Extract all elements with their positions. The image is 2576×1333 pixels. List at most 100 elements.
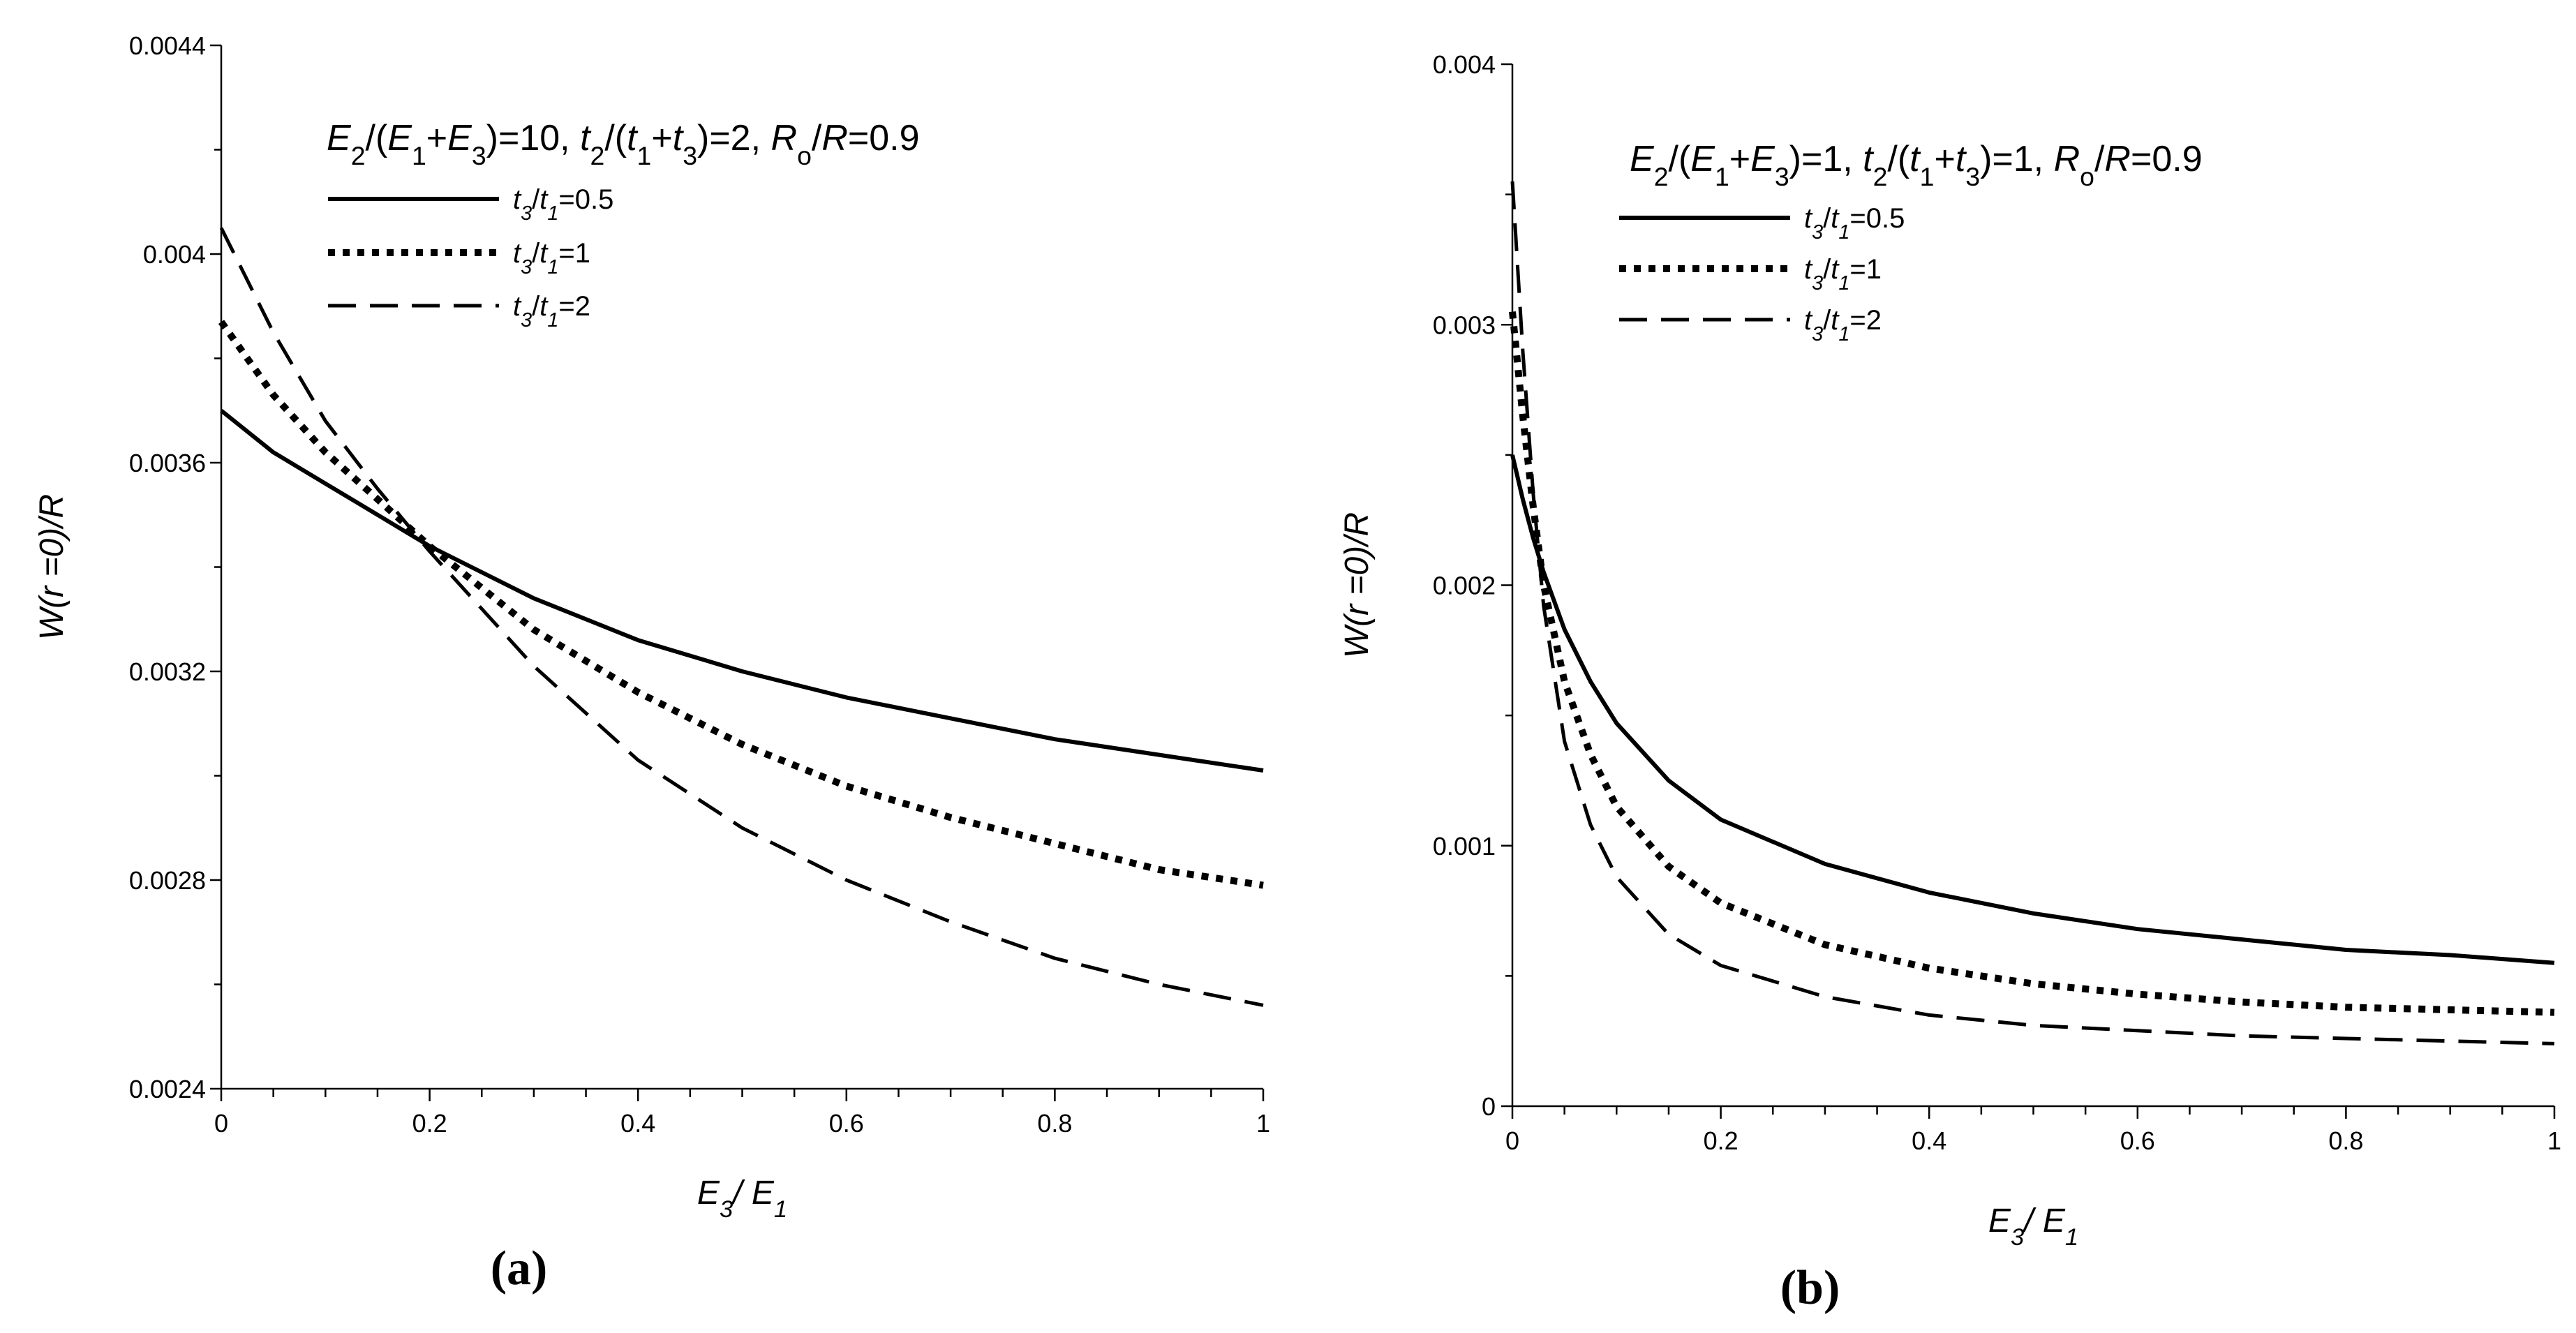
text-run: E [2043,1202,2066,1239]
series-line-dashed [219,227,1264,1007]
text-run: =0.9 [2131,139,2203,179]
subscript: 1 [1838,272,1849,295]
y-tick-label: 0.0024 [129,1075,206,1103]
text-run: t [513,184,522,215]
x-tick-label: 0 [1505,1126,1519,1155]
subscript: 3 [2011,1224,2024,1251]
subscript: 3 [1812,272,1823,295]
text-run: /( [366,118,388,158]
legend-label: t3/t1=2 [513,291,590,332]
text-run: /( [1887,139,1909,179]
panel-label: (b) [1780,1261,1840,1315]
y-axis-label: W(r =0)/R [33,494,70,640]
y-tick-label: 0 [1482,1092,1496,1121]
panel-label: (a) [491,1242,548,1295]
subscript: 1 [774,1196,787,1223]
series-line-dotted [1509,311,2555,1016]
text-run: E [697,1175,720,1212]
text-run: =2 [558,291,590,322]
text-run: t [539,184,549,215]
subscript: 1 [1838,323,1849,345]
text-run: E [1988,1202,2011,1239]
text-run: t [1831,305,1840,336]
text-run: / [1823,305,1831,336]
text-run: t [580,118,592,158]
subscript: 1 [1920,162,1935,191]
subscript: 3 [521,202,532,225]
text-run: E [1690,139,1715,179]
y-tick-label: 0.0028 [129,866,206,895]
text-run: t [1863,139,1875,179]
subscript: 2 [590,141,605,170]
text-run: t [1831,203,1840,234]
chart-panel-a: 0.0024 0.0028 0.0032 0.0036 0.004 0.0044 0 0.2 0… [33,31,1270,1295]
x-tick-label: 1 [2547,1126,2561,1155]
y-tick-label: 0.004 [1433,50,1496,79]
y-axis-label: W(r =0)/R [1339,512,1376,658]
text-run: )=10, [486,118,580,158]
text-run: t [673,118,685,158]
text-run: =0.5 [1849,203,1905,234]
text-run: + [651,118,672,158]
text-run: t [1804,254,1813,285]
text-run: E [387,118,412,158]
parameter-annotation: E2/(E1+E3)=1, t2/(t1+t3)=1, Ro/R=0.9 [1630,139,2203,191]
text-run: E [752,1175,775,1212]
y-tick-label: 0.004 [143,240,206,269]
legend-label: t3/t1=0.5 [513,184,613,225]
x-tick-label: 1 [1256,1109,1270,1138]
subscript: 1 [547,256,558,278]
series-line-solid [1510,454,2555,965]
subscript: o [797,141,812,170]
text-run: / [1823,254,1831,285]
x-axis-label: E3/ E1 [1988,1202,2078,1251]
text-run: =0.9 [848,118,920,158]
subscript: 1 [2065,1224,2078,1251]
text-run: t [1909,139,1921,179]
text-run: E [447,118,472,158]
x-tick-label: 0.6 [829,1109,864,1138]
y-tick-label: 0.0036 [129,449,206,477]
subscript: 2 [1654,162,1669,191]
legend-label: t3/t1=0.5 [1804,203,1905,244]
text-run: R [821,118,848,158]
text-run: t [1804,203,1813,234]
text-run: t [1956,139,1967,179]
y-tick-label: 0.0032 [129,657,206,686]
x-tick-label: 0.4 [1912,1126,1946,1155]
legend-label: t3/t1=2 [1804,305,1882,345]
subscript: 3 [1812,221,1823,244]
subscript: 3 [1775,162,1789,191]
text-run: E [1750,139,1775,179]
text-run: =1 [558,238,590,269]
text-run: =0.5 [558,184,613,215]
text-run: )=1, [1789,139,1863,179]
text-run: / [1823,203,1831,234]
subscript: 1 [1838,221,1849,244]
subscript: 1 [547,309,558,332]
subscript: 1 [412,141,426,170]
text-run: t [539,291,549,322]
legend-label: t3/t1=1 [1804,254,1882,295]
text-run: W(r =0)/R [33,494,70,640]
text-run: t [1831,254,1840,285]
text-run: E [327,118,352,158]
subscript: 1 [637,141,652,170]
subscript: 1 [547,202,558,225]
text-run: )=2, [697,118,771,158]
x-tick-label: 0.8 [2328,1126,2363,1155]
series-line-dotted [218,320,1264,889]
x-tick-label: 0.4 [620,1109,655,1138]
subscript: o [2080,162,2094,191]
subscript: 3 [472,141,486,170]
text-run: R [2104,139,2131,179]
y-tick-label: 0.001 [1433,832,1496,861]
text-run: t [513,291,522,322]
text-run: + [1729,139,1750,179]
subscript: 3 [521,256,532,278]
subscript: 3 [1965,162,1980,191]
text-run: /( [604,118,627,158]
text-run: =1 [1849,254,1882,285]
subscript: 3 [1812,323,1823,345]
x-tick-label: 0.2 [412,1109,447,1138]
